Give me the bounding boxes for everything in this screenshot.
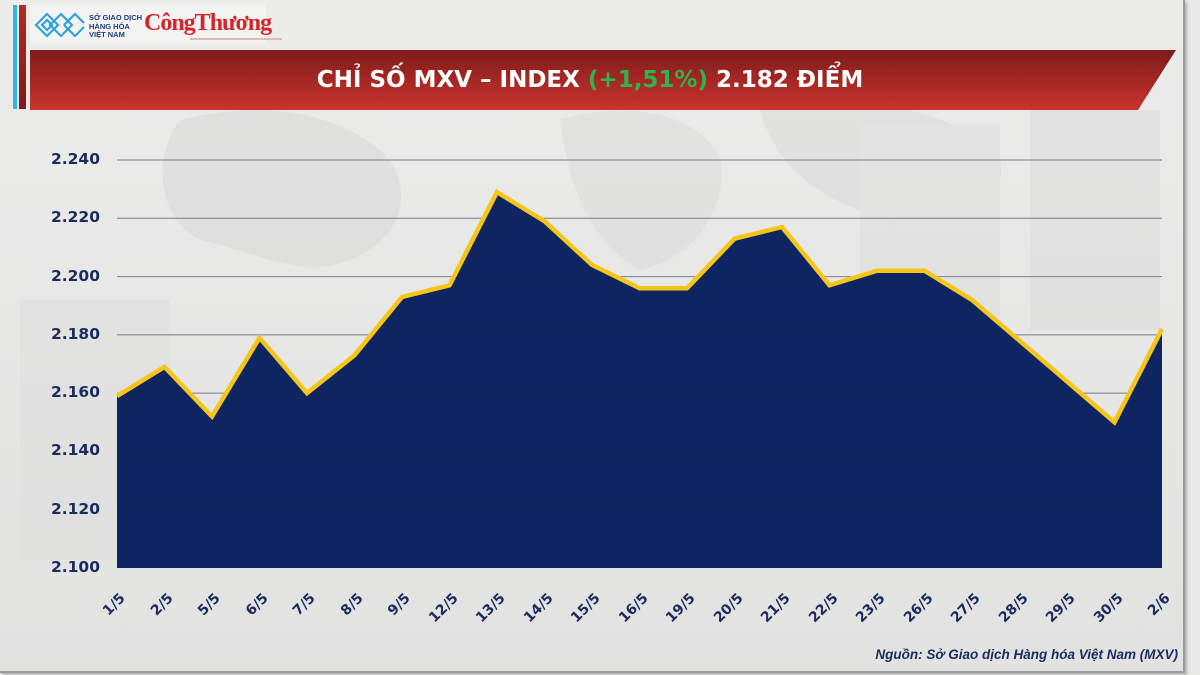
y-tick-label: 2.120 [50,499,100,518]
mxv-logo-text: SỞ GIAO DỊCH HÀNG HÓA VIỆT NAM [89,13,143,40]
chart-title: CHỈ SỐ MXV – INDEX (+1,51%) 2.182 ĐIỂM [30,50,1150,110]
y-tick-label: 2.240 [50,150,100,168]
y-tick-label: 2.140 [50,441,100,460]
y-tick-label: 2.180 [50,324,100,343]
y-tick-label: 2.100 [50,558,100,576]
congthuong-logo-underline [190,38,282,40]
accent-stripe-red [19,5,26,109]
mxv-logo-line-3: VIỆT NAM [89,30,125,39]
gridlines-overlay [117,159,1162,511]
y-tick-label: 2.200 [50,266,100,285]
y-tick-label: 2.220 [50,208,100,227]
accent-stripe-blue [13,5,17,109]
source-note: Nguồn: Sở Giao dịch Hàng hóa Việt Nam (M… [875,647,1178,662]
title-banner [30,50,1176,110]
index-line [115,188,1165,426]
header-logos: SỞ GIAO DỊCH HÀNG HÓA VIỆT NAM CôngThươn… [30,5,282,45]
area-fill [117,192,1162,568]
mxv-logo-line-1: SỞ GIAO DỊCH [89,13,143,22]
congthuong-logo: CôngThương [144,10,272,36]
y-tick-label: 2.160 [50,383,100,402]
title-value: 2.182 ĐIỂM [716,67,864,93]
title-prefix: CHỈ SỐ MXV – INDEX [316,67,580,93]
mxv-logo-line-2: HÀNG HÓA [89,21,130,31]
mxv-logo-icon [34,12,85,38]
title-change-percent: (+1,51%) [587,67,708,93]
